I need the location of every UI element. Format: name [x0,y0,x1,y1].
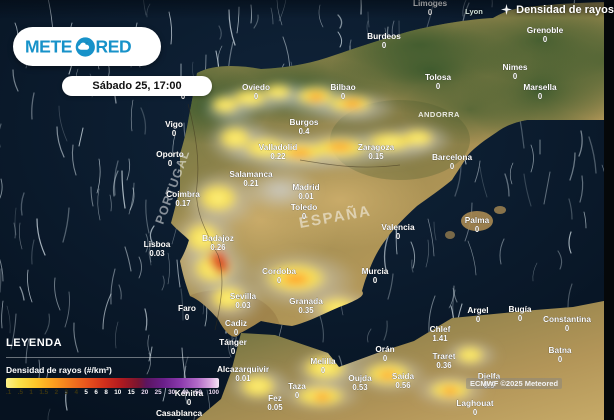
svg-text:Burgos: Burgos [289,117,318,127]
svg-text:Melilla: Melilla [310,356,336,366]
svg-text:0.01: 0.01 [235,374,251,383]
svg-text:Valladolid: Valladolid [259,142,298,152]
svg-text:0: 0 [538,92,543,101]
svg-text:Laghouat: Laghouat [456,398,494,408]
svg-text:Murcia: Murcia [362,266,389,276]
svg-text:Argel: Argel [467,305,488,315]
svg-text:0: 0 [185,313,190,322]
svg-text:Orán: Orán [375,344,394,354]
svg-text:0: 0 [513,72,518,81]
svg-text:Taza: Taza [288,381,306,391]
svg-text:0: 0 [187,398,192,407]
svg-text:0.05: 0.05 [267,403,283,412]
svg-text:0.01: 0.01 [298,192,314,201]
svg-text:Batna: Batna [548,345,571,355]
svg-text:Burdeos: Burdeos [367,31,401,41]
svg-text:Saida: Saida [392,371,415,381]
svg-text:0: 0 [396,232,401,241]
svg-text:0.03: 0.03 [235,301,251,310]
svg-text:0: 0 [168,159,173,168]
svg-text:Faro: Faro [178,303,196,313]
svg-text:Marsella: Marsella [523,82,557,92]
svg-text:0: 0 [341,92,346,101]
svg-text:Oujda: Oujda [348,373,372,383]
svg-text:0.22: 0.22 [270,152,286,161]
svg-text:0.35: 0.35 [298,306,314,315]
svg-text:0: 0 [321,366,326,375]
svg-text:0: 0 [473,408,478,417]
svg-text:0: 0 [450,162,455,171]
svg-text:Palma: Palma [465,215,490,225]
svg-text:Traret: Traret [432,351,455,361]
svg-text:1.41: 1.41 [432,334,448,343]
svg-text:Madrid: Madrid [292,182,319,192]
svg-text:0: 0 [428,8,433,17]
svg-text:Tolosa: Tolosa [425,72,452,82]
svg-text:Cordoba: Cordoba [262,266,296,276]
svg-text:0.4: 0.4 [299,127,311,136]
svg-text:Oporto: Oporto [156,149,184,159]
svg-text:Valencia: Valencia [381,222,415,232]
svg-text:Constantina: Constantina [543,314,591,324]
svg-text:Bilbao: Bilbao [330,82,355,92]
svg-text:0.26: 0.26 [210,243,226,252]
svg-text:0: 0 [302,212,307,221]
svg-text:0.17: 0.17 [175,199,190,208]
svg-text:Lisboa: Lisboa [144,239,171,249]
svg-text:Coimbra: Coimbra [166,189,200,199]
svg-text:0: 0 [436,82,441,91]
svg-text:0.53: 0.53 [352,383,368,392]
svg-text:Zaragoza: Zaragoza [358,142,395,152]
svg-text:Chlef: Chlef [430,324,451,334]
svg-text:0: 0 [231,347,236,356]
svg-text:0.56: 0.56 [395,381,411,390]
svg-text:Barcelona: Barcelona [432,152,473,162]
svg-text:0: 0 [382,41,387,50]
svg-text:0: 0 [383,354,388,363]
svg-text:0.03: 0.03 [149,249,165,258]
svg-text:Salamanca: Salamanca [229,169,273,179]
svg-text:Vigo: Vigo [165,119,183,129]
svg-text:Nimes: Nimes [503,62,528,72]
svg-text:0: 0 [373,276,378,285]
svg-text:0.21: 0.21 [243,179,259,188]
svg-text:Granada: Granada [289,296,323,306]
svg-text:Badajoz: Badajoz [202,233,234,243]
svg-text:0: 0 [558,355,563,364]
svg-text:0.36: 0.36 [436,361,452,370]
svg-text:0: 0 [518,314,523,323]
svg-text:Toledo: Toledo [291,202,318,212]
svg-text:0.15: 0.15 [368,152,384,161]
svg-text:0: 0 [543,35,548,44]
svg-text:RED: RED [96,37,132,57]
svg-text:Sevilla: Sevilla [230,291,257,301]
svg-text:Grenoble: Grenoble [527,25,564,35]
svg-text:0: 0 [172,129,177,138]
svg-text:Fez: Fez [268,393,282,403]
svg-text:Bugía: Bugía [508,304,531,314]
svg-text:ANDORRA: ANDORRA [418,110,460,119]
svg-text:0: 0 [475,225,480,234]
svg-text:0: 0 [234,328,239,337]
svg-text:0: 0 [254,92,259,101]
svg-text:Cadiz: Cadiz [225,318,247,328]
svg-text:0: 0 [295,391,300,400]
svg-text:METE: METE [25,37,72,57]
svg-text:0: 0 [565,324,570,333]
svg-text:Limoges: Limoges [413,0,448,8]
svg-text:0: 0 [277,276,282,285]
svg-text:0: 0 [476,315,481,324]
svg-text:Oviedo: Oviedo [242,82,270,92]
svg-text:Casablanca: Casablanca [156,408,203,418]
